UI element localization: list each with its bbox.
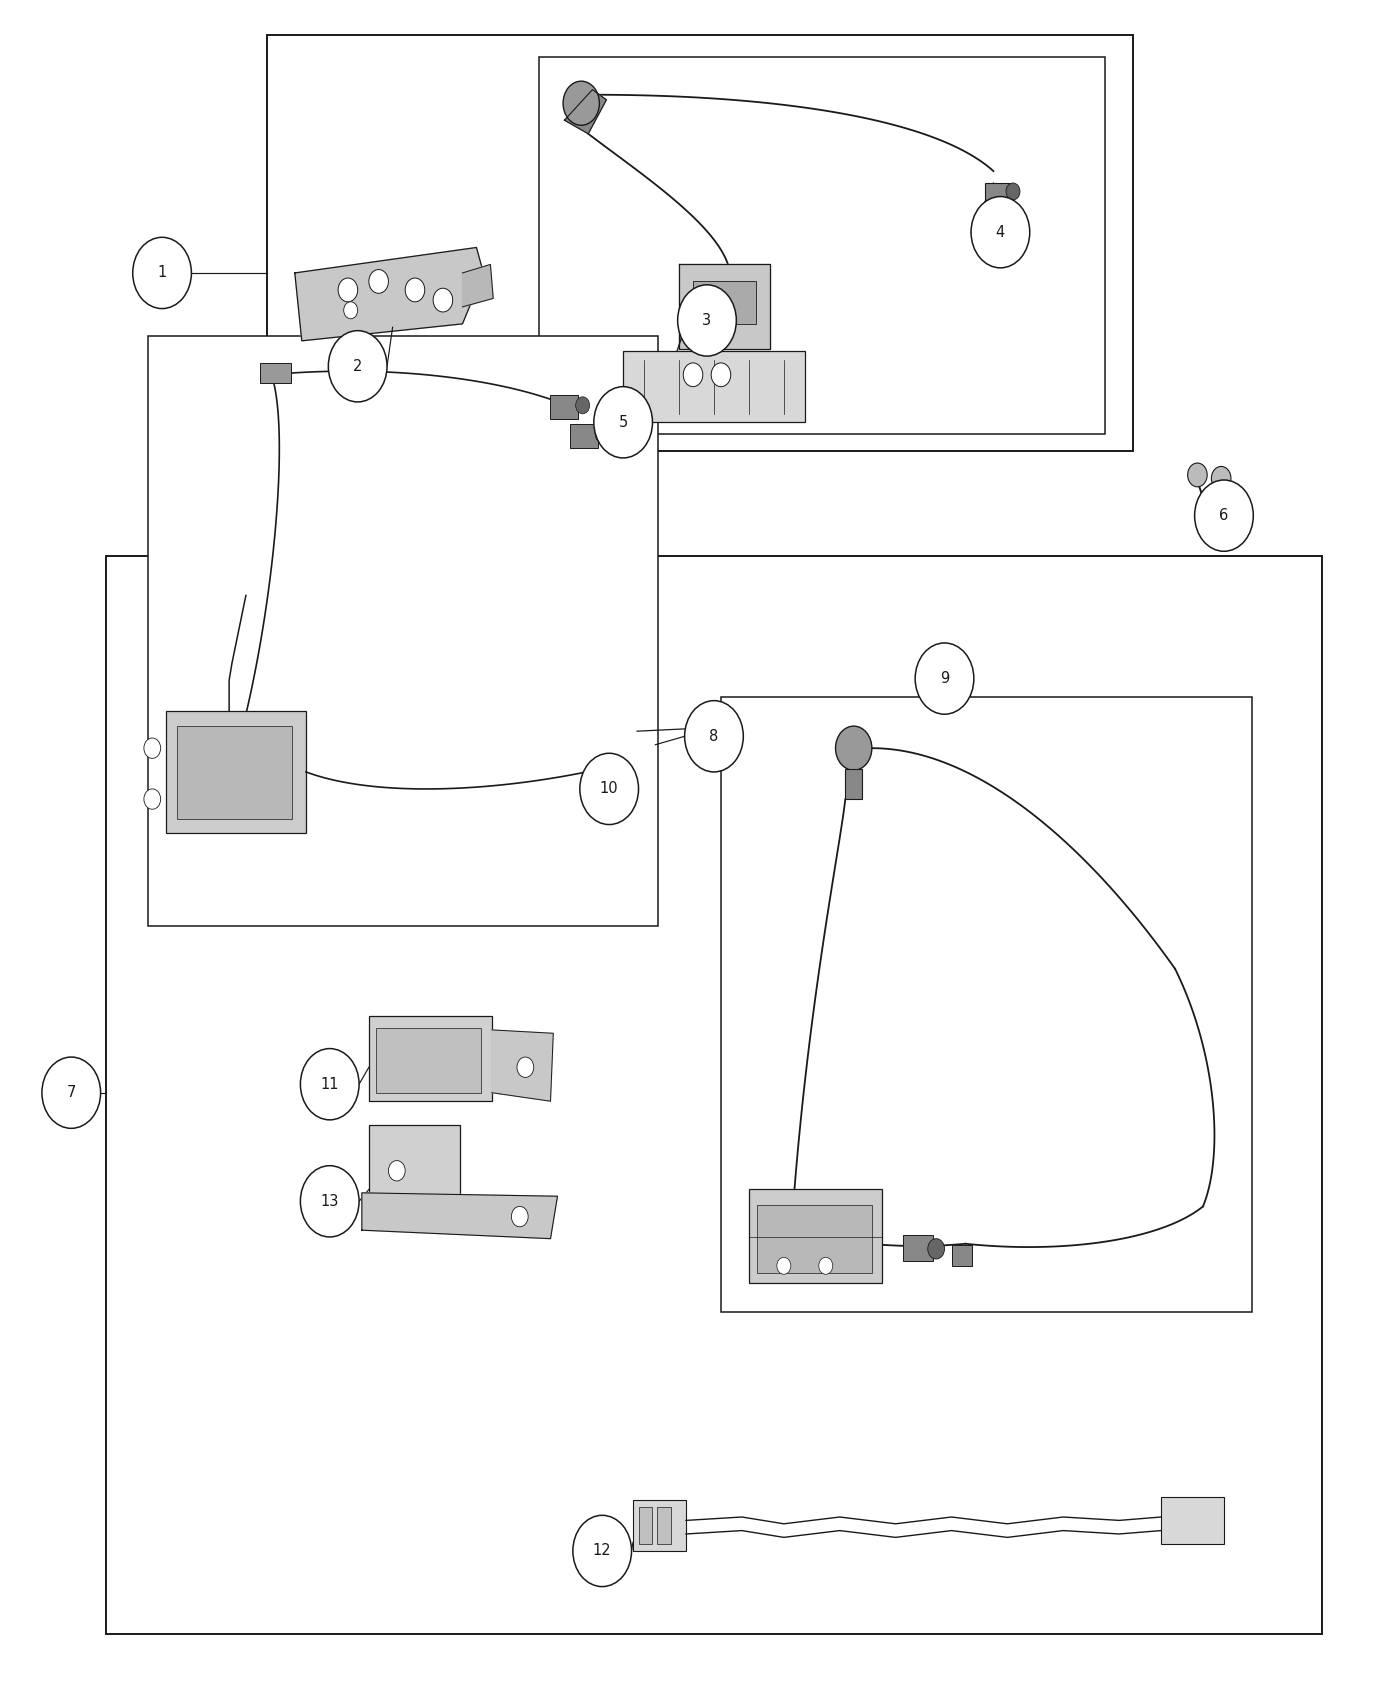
- Circle shape: [329, 330, 386, 401]
- Text: 5: 5: [619, 415, 627, 430]
- Bar: [375, 1028, 480, 1093]
- Bar: [693, 282, 756, 325]
- Circle shape: [1007, 184, 1021, 201]
- Circle shape: [777, 1258, 791, 1275]
- Circle shape: [928, 1239, 945, 1260]
- Circle shape: [301, 1049, 358, 1120]
- Bar: [368, 1017, 491, 1102]
- Bar: [167, 711, 307, 833]
- Bar: [633, 1499, 686, 1550]
- Text: 3: 3: [703, 313, 711, 328]
- Bar: [638, 1506, 652, 1544]
- Text: 12: 12: [592, 1544, 612, 1559]
- Circle shape: [517, 1057, 533, 1078]
- Text: 11: 11: [321, 1076, 339, 1091]
- Bar: [623, 350, 805, 422]
- Polygon shape: [462, 265, 493, 308]
- Circle shape: [301, 1166, 358, 1238]
- Polygon shape: [491, 1030, 553, 1102]
- Bar: [148, 335, 658, 926]
- Circle shape: [1187, 462, 1207, 486]
- Circle shape: [144, 738, 161, 758]
- Polygon shape: [361, 1193, 557, 1239]
- Circle shape: [433, 289, 452, 313]
- Circle shape: [511, 1207, 528, 1227]
- Circle shape: [972, 197, 1030, 269]
- Text: 8: 8: [710, 729, 718, 745]
- Bar: [550, 394, 578, 418]
- Bar: [539, 58, 1105, 434]
- Bar: [106, 556, 1322, 1634]
- Polygon shape: [295, 248, 483, 340]
- Polygon shape: [564, 90, 606, 134]
- Bar: [368, 1125, 459, 1197]
- Circle shape: [144, 789, 161, 809]
- Circle shape: [339, 279, 357, 303]
- Bar: [952, 1246, 973, 1266]
- Polygon shape: [679, 265, 770, 348]
- Circle shape: [133, 238, 192, 309]
- Circle shape: [711, 362, 731, 386]
- Text: 6: 6: [1219, 508, 1229, 524]
- Circle shape: [1211, 466, 1231, 490]
- Circle shape: [685, 700, 743, 772]
- Text: 2: 2: [353, 359, 363, 374]
- Text: 13: 13: [321, 1193, 339, 1209]
- Bar: [721, 697, 1252, 1312]
- Circle shape: [580, 753, 638, 824]
- Text: 7: 7: [67, 1085, 76, 1100]
- Text: 4: 4: [995, 224, 1005, 240]
- Circle shape: [594, 386, 652, 457]
- Bar: [1161, 1496, 1224, 1544]
- Circle shape: [916, 643, 974, 714]
- Bar: [260, 362, 291, 382]
- Circle shape: [573, 1515, 631, 1586]
- Bar: [267, 36, 1133, 450]
- Bar: [986, 184, 1011, 201]
- Text: 9: 9: [939, 672, 949, 687]
- Text: 1: 1: [157, 265, 167, 280]
- Circle shape: [1194, 479, 1253, 551]
- Circle shape: [388, 1161, 405, 1182]
- Circle shape: [683, 362, 703, 386]
- Circle shape: [595, 425, 609, 442]
- Text: 10: 10: [599, 782, 619, 796]
- Circle shape: [368, 270, 388, 294]
- Bar: [757, 1205, 872, 1273]
- Circle shape: [819, 1258, 833, 1275]
- Bar: [846, 768, 862, 799]
- Bar: [749, 1190, 882, 1284]
- Bar: [178, 726, 293, 819]
- Circle shape: [344, 303, 357, 320]
- Circle shape: [405, 279, 424, 303]
- Circle shape: [836, 726, 872, 770]
- Bar: [570, 423, 598, 447]
- Circle shape: [42, 1057, 101, 1129]
- Circle shape: [678, 286, 736, 355]
- Circle shape: [563, 82, 599, 126]
- Bar: [657, 1506, 671, 1544]
- Bar: [903, 1236, 934, 1261]
- Circle shape: [575, 396, 589, 413]
